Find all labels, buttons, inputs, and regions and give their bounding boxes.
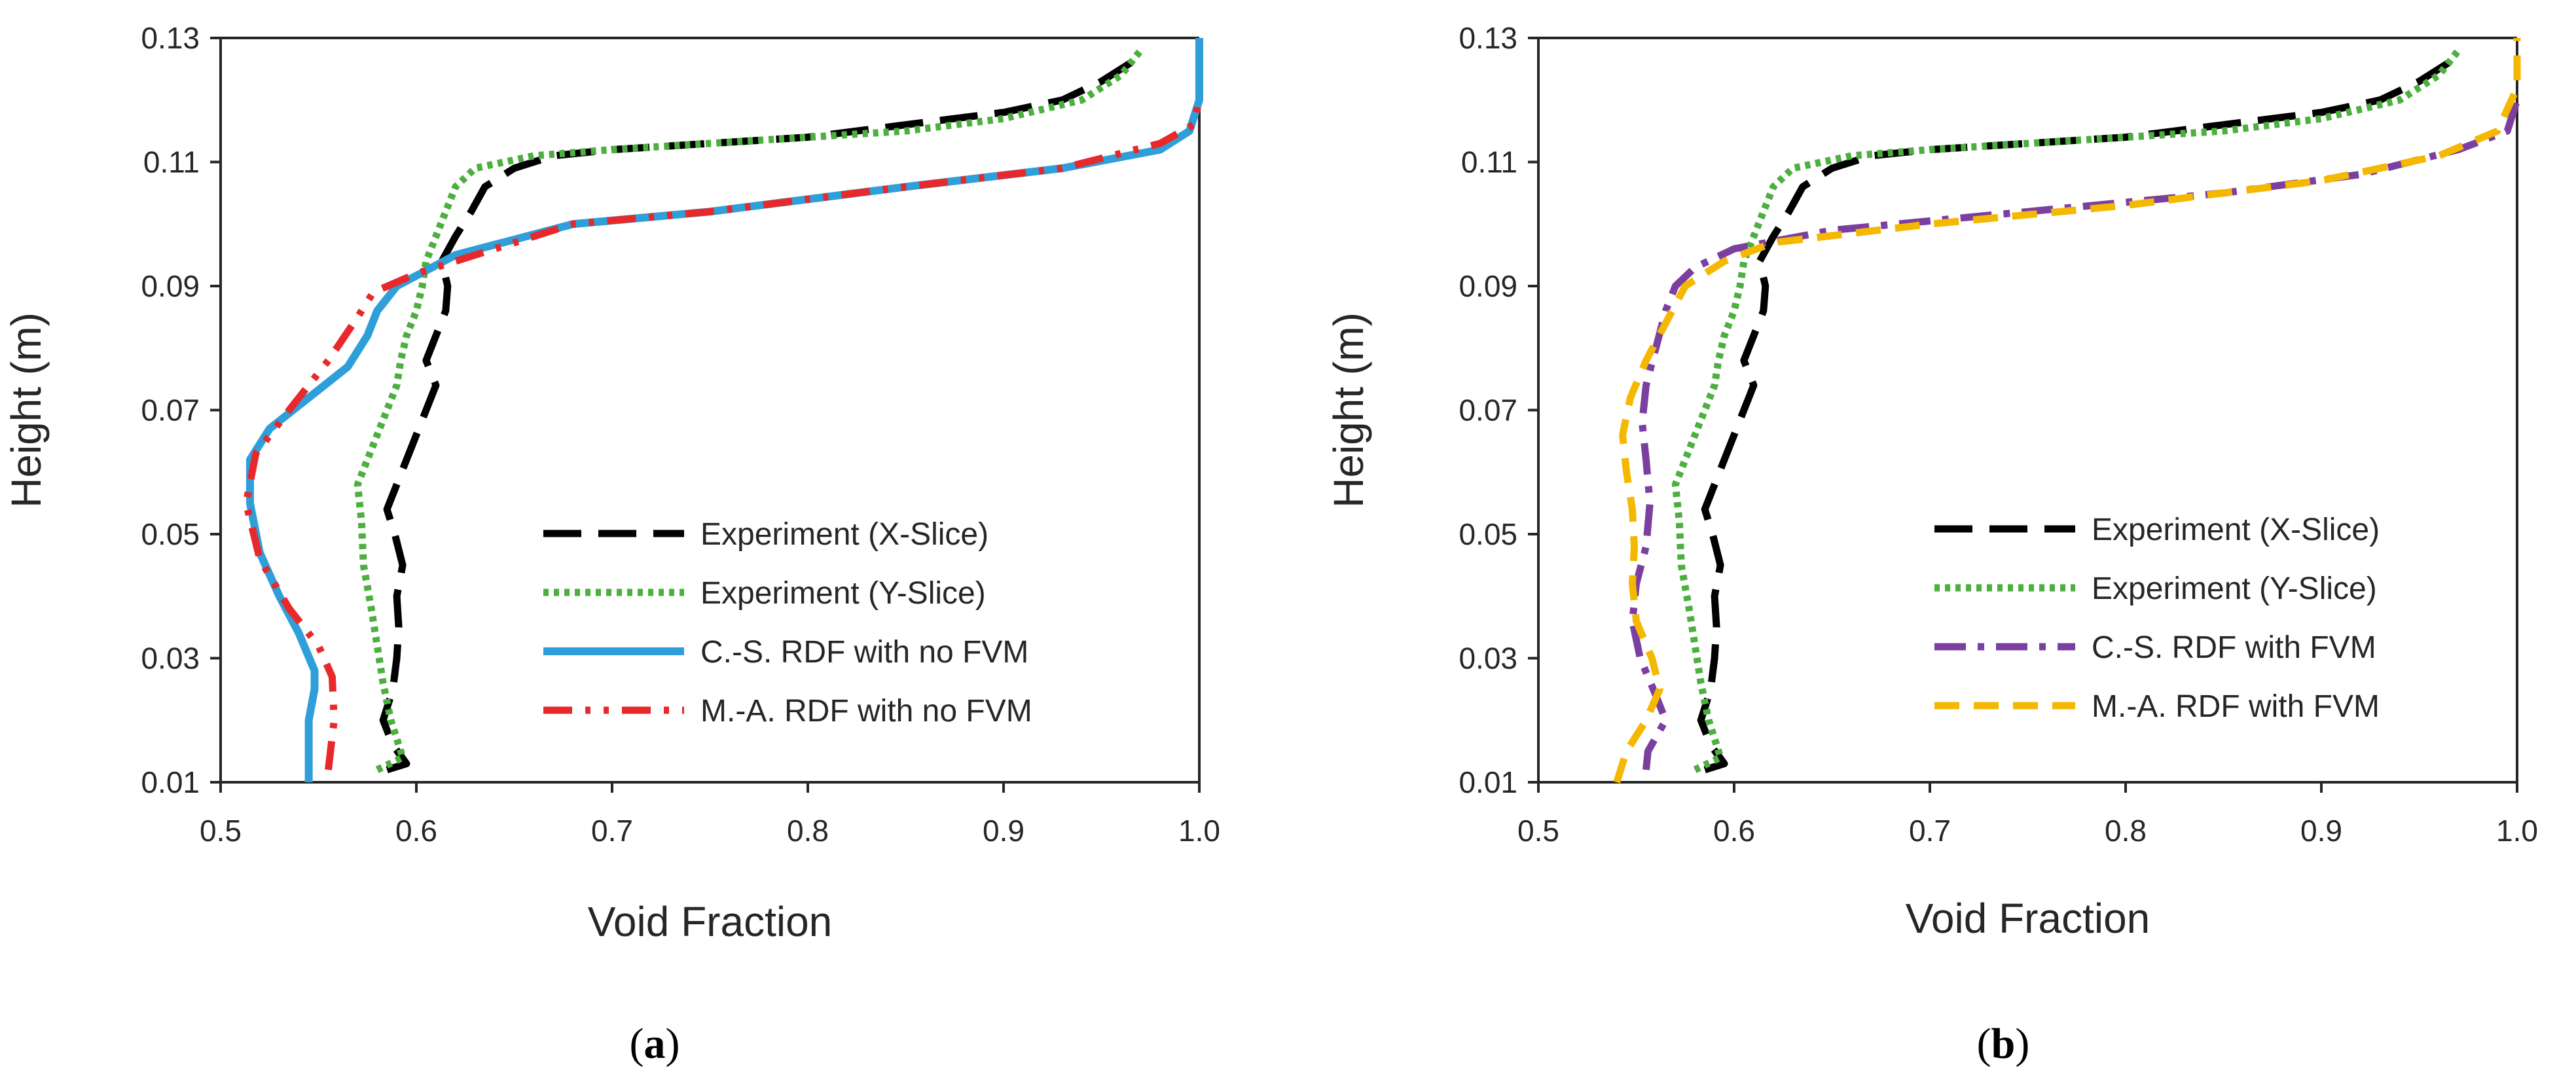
x-tick-label: 0.8 bbox=[2105, 814, 2147, 848]
y-tick-label: 0.05 bbox=[141, 517, 200, 551]
series-line-3 bbox=[1613, 38, 2521, 784]
x-tick-label: 1.0 bbox=[1178, 814, 1220, 848]
x-tick-label: 0.5 bbox=[200, 814, 242, 848]
chart-panel-b: 0.5 0.6 0.7 0.8 0.9 1.0 0.01 0.03 0.05 0.07 0.09 0.… bbox=[1325, 21, 2538, 1068]
y-axis-label: Height (m) bbox=[3, 312, 50, 508]
x-tick-label: 0.7 bbox=[591, 814, 633, 848]
x-tick-label: 0.6 bbox=[395, 814, 437, 848]
x-tick-label: 0.8 bbox=[787, 814, 829, 848]
y-tick-label: 0.13 bbox=[1459, 21, 1517, 55]
x-tick-label: 0.7 bbox=[1909, 814, 1951, 848]
x-axis-label: Void Fraction bbox=[1906, 895, 2150, 942]
y-tick-label: 0.03 bbox=[141, 641, 200, 676]
series-line-1 bbox=[1671, 48, 2461, 773]
legend-label: M.-A. RDF with FVM bbox=[2092, 689, 2380, 724]
panel-label-letter: b bbox=[1991, 1020, 2016, 1068]
x-tick-label: 0.9 bbox=[983, 814, 1025, 848]
series-line-0 bbox=[379, 48, 1144, 774]
y-tick-label: 0.11 bbox=[1461, 145, 1517, 179]
x-tick-label: 1.0 bbox=[2496, 814, 2538, 848]
x-tick-label: 0.6 bbox=[1713, 814, 1755, 848]
chart-panel-a: 0.5 0.6 0.7 0.8 0.9 1.0 0.01 0.03 0.05 0.07 0.09 0.… bbox=[3, 21, 1220, 1068]
y-tick-label: 0.01 bbox=[141, 765, 200, 799]
panel-label-close-paren: ) bbox=[666, 1020, 680, 1068]
legend-label: Experiment (Y-Slice) bbox=[700, 576, 986, 611]
y-tick-label: 0.13 bbox=[141, 21, 200, 55]
x-tick-label: 0.9 bbox=[2300, 814, 2342, 848]
y-tick-label: 0.11 bbox=[143, 145, 200, 179]
x-axis-label: Void Fraction bbox=[588, 898, 833, 945]
y-tick-label: 0.03 bbox=[1459, 641, 1517, 676]
panel-label-open-paren: ( bbox=[630, 1020, 644, 1068]
legend-label: Experiment (X-Slice) bbox=[700, 517, 989, 552]
y-tick-label: 0.07 bbox=[141, 393, 200, 427]
y-tick-label: 0.05 bbox=[1459, 517, 1517, 551]
y-axis-label: Height (m) bbox=[1325, 312, 1372, 508]
panel-label: (b) bbox=[1977, 1020, 2030, 1068]
panel-label-letter: a bbox=[644, 1020, 666, 1068]
series-line-0 bbox=[1697, 48, 2461, 774]
panel-label: (a) bbox=[630, 1020, 680, 1068]
x-tick-label: 0.5 bbox=[1517, 814, 1559, 848]
y-tick-label: 0.09 bbox=[1459, 269, 1517, 303]
legend-label: M.-A. RDF with no FVM bbox=[700, 694, 1032, 729]
legend-label: C.-S. RDF with no FVM bbox=[700, 635, 1028, 670]
y-tick-label: 0.09 bbox=[141, 269, 200, 303]
legend-label: Experiment (Y-Slice) bbox=[2092, 571, 2377, 606]
series-line-1 bbox=[354, 48, 1144, 773]
y-tick-label: 0.07 bbox=[1459, 393, 1517, 427]
series-line-3 bbox=[242, 99, 1203, 770]
legend-label: Experiment (X-Slice) bbox=[2092, 513, 2380, 547]
legend-label: C.-S. RDF with FVM bbox=[2092, 630, 2376, 665]
panel-label-close-paren: ) bbox=[2015, 1020, 2029, 1068]
panel-label-open-paren: ( bbox=[1977, 1020, 1991, 1068]
series-line-2 bbox=[1629, 99, 2521, 770]
y-tick-label: 0.01 bbox=[1459, 765, 1517, 799]
